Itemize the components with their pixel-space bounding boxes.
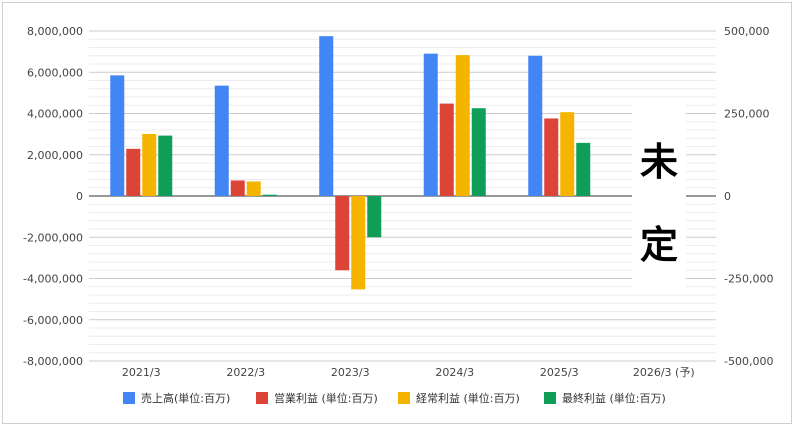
right-tick-label: -250,000 xyxy=(724,273,773,286)
legend-label: 最終利益 (単位:百万) xyxy=(562,391,666,405)
left-axis-ticks: 8,000,000 6,000,000 4,000,000 2,000,000 0 -2,… xyxy=(23,25,83,368)
bar-2-3 xyxy=(335,196,350,271)
right-axis-ticks: 500,000 250,000 0 -250,000 -500,000 xyxy=(724,25,773,368)
bar-2-4 xyxy=(439,103,454,196)
left-tick-label: 8,000,000 xyxy=(27,25,83,38)
bar-2-2 xyxy=(230,180,245,196)
bar-1-5 xyxy=(528,55,543,196)
left-tick-label: -6,000,000 xyxy=(23,314,83,327)
bar-3-5 xyxy=(560,112,575,196)
undecided-annotation: 未 定 xyxy=(632,103,686,289)
bar-3-2 xyxy=(246,181,261,196)
left-tick-label: -8,000,000 xyxy=(23,355,83,368)
category-label: 2024/3 xyxy=(435,366,474,379)
right-tick-label: 0 xyxy=(724,190,731,203)
bar-3-4 xyxy=(455,55,470,197)
gridlines xyxy=(89,30,716,362)
category-label: 2021/3 xyxy=(122,366,161,379)
legend-swatch xyxy=(544,392,556,404)
bar-1-4 xyxy=(423,53,438,196)
category-label: 2023/3 xyxy=(331,366,370,379)
legend-label: 売上高(単位:百万) xyxy=(141,391,230,405)
category-label: 2022/3 xyxy=(226,366,265,379)
bar-4-1 xyxy=(158,135,173,196)
category-label: 2026/3 (予) xyxy=(633,366,695,379)
bar-2-1 xyxy=(126,148,141,196)
chart-frame: 8,000,000 6,000,000 4,000,000 2,000,000 0 -2,… xyxy=(2,2,792,424)
annotation-background xyxy=(632,103,686,289)
left-tick-label: 2,000,000 xyxy=(27,149,83,162)
legend-swatch xyxy=(123,392,135,404)
bar-4-3 xyxy=(367,196,382,238)
bars xyxy=(110,36,591,290)
bar-1-1 xyxy=(110,75,125,196)
legend-swatch xyxy=(256,392,268,404)
legend-label: 経常利益 (単位:百万) xyxy=(416,391,520,405)
category-label: 2025/3 xyxy=(540,366,579,379)
left-tick-label: 6,000,000 xyxy=(27,66,83,79)
category-labels: 2021/3 2022/3 2023/3 2024/3 2025/3 2026/3 (予) xyxy=(122,366,695,379)
bar-2-5 xyxy=(544,118,559,196)
annotation-char-1: 未 xyxy=(640,140,678,184)
bar-3-1 xyxy=(142,133,157,196)
bar-1-2 xyxy=(214,85,229,196)
left-tick-label: -2,000,000 xyxy=(23,231,83,244)
bar-4-4 xyxy=(471,108,486,196)
right-tick-label: -500,000 xyxy=(724,355,773,368)
right-tick-label: 500,000 xyxy=(724,25,770,38)
left-tick-label: 4,000,000 xyxy=(27,108,83,121)
right-tick-label: 250,000 xyxy=(724,108,770,121)
annotation-char-2: 定 xyxy=(640,223,678,267)
left-tick-label: 0 xyxy=(76,190,83,203)
bar-1-3 xyxy=(319,36,334,196)
legend: 売上高(単位:百万) 営業利益 (単位:百万) 経常利益 (単位:百万) 最終利益 (… xyxy=(123,391,666,405)
bar-3-3 xyxy=(351,196,366,290)
bar-4-2 xyxy=(262,194,277,196)
bar-4-5 xyxy=(576,142,591,196)
bar-chart: 8,000,000 6,000,000 4,000,000 2,000,000 0 -2,… xyxy=(23,25,773,405)
legend-swatch xyxy=(398,392,410,404)
legend-label: 営業利益 (単位:百万) xyxy=(274,391,378,405)
left-tick-label: -4,000,000 xyxy=(23,273,83,286)
